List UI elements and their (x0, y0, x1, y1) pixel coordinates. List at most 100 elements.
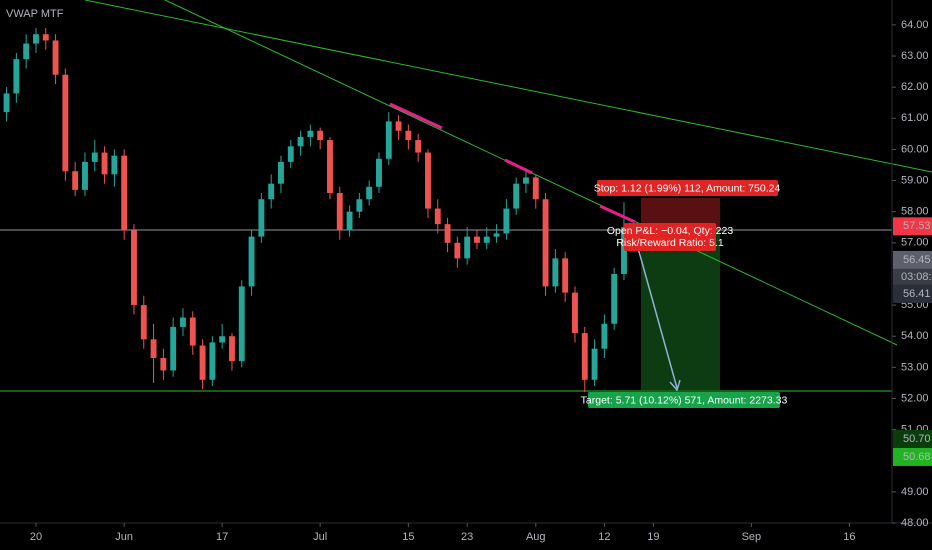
candle-body (278, 161, 284, 184)
highlight-segment (599, 204, 636, 224)
candle-body (258, 199, 265, 237)
y-tick-label: 64.00 (901, 19, 929, 31)
candle-body (572, 292, 578, 334)
drawings (0, 0, 932, 392)
candle-body (513, 183, 520, 209)
price-badge (893, 284, 932, 303)
price-badge-label: 50.70 (903, 433, 931, 445)
target-zone (641, 232, 720, 390)
x-tick-label: 17 (216, 531, 228, 543)
x-tick-label: 15 (402, 531, 414, 543)
candle-body (621, 227, 627, 274)
overlay: Stop: 1.12 (1.99%) 112, Amount: 750.24 O… (6, 8, 787, 408)
candle-body (23, 43, 30, 60)
candle-body (199, 345, 206, 380)
rr-label: Risk/Reward Ratio: 5.1 (616, 237, 724, 249)
candle-body (33, 34, 39, 44)
candle-body (91, 152, 98, 162)
candle-body (131, 230, 137, 306)
y-tick-label: 61.00 (901, 112, 929, 124)
candle-body (503, 208, 510, 234)
price-badge-label: 57.53 (903, 220, 931, 232)
candle-body (581, 333, 588, 380)
candle-body (62, 74, 69, 172)
axes: 64.00 63.00 62.00 61.00 60.00 59.00 58.00 57.00… (30, 19, 932, 543)
x-tick-label: Jul (313, 531, 327, 543)
candle-body (601, 323, 608, 349)
candle-body (189, 317, 196, 346)
x-tick-label: Sep (742, 531, 762, 543)
y-tick-label: 62.00 (901, 81, 929, 93)
target-label-box (588, 392, 780, 408)
y-tick-label: 63.00 (901, 50, 929, 62)
price-badge (893, 217, 932, 236)
candle-body (140, 305, 147, 340)
candle-body (121, 155, 128, 231)
y-tick-label: 52.00 (901, 392, 929, 404)
candle-body (101, 152, 108, 175)
countdown-badge (893, 268, 932, 285)
x-tick-label: 19 (647, 531, 659, 543)
candle-body (483, 236, 490, 243)
y-tick-label: 58.00 (901, 206, 929, 218)
price-badge-label: 50.68 (903, 451, 931, 463)
candles (3, 28, 627, 393)
candle-body (327, 140, 333, 194)
candle-body (160, 358, 167, 371)
stop-label: Stop: 1.12 (1.99%) 112, Amount: 750.24 (594, 182, 781, 194)
candle-body (13, 59, 20, 94)
y-tick-label: 53.00 (901, 361, 929, 373)
candle-body (405, 130, 412, 141)
arrow-head (669, 379, 681, 392)
candle-body (111, 155, 118, 175)
candle-body (523, 177, 529, 184)
candle-body (591, 348, 598, 380)
candle-body (434, 208, 441, 225)
y-tick-label: 59.00 (901, 174, 929, 186)
candle-body (150, 339, 157, 359)
price-badge (893, 429, 932, 448)
x-tick-label: 20 (30, 531, 42, 543)
price-badge (893, 447, 932, 466)
candle-body (454, 242, 461, 259)
pl-label-box (624, 223, 716, 251)
x-tick-label: Aug (526, 531, 546, 543)
highlight-segment (504, 158, 533, 175)
candle-body (180, 317, 186, 327)
x-tick-label: 23 (461, 531, 473, 543)
price-badge-label: 56.45 (903, 254, 931, 266)
y-tick-label: 54.00 (901, 330, 929, 342)
candle-body (415, 140, 422, 153)
candle-body (395, 121, 402, 131)
candle-body (268, 183, 275, 200)
candle-body (317, 130, 324, 141)
candle-body (238, 286, 245, 362)
candle-body (248, 236, 255, 287)
candle-body (287, 146, 294, 162)
candle-body (219, 336, 226, 343)
candle-body (346, 211, 353, 231)
candle-body (444, 224, 451, 243)
candle-body (170, 326, 177, 371)
candle-body (336, 193, 343, 231)
candle-body (562, 258, 569, 293)
candle-body (3, 93, 10, 113)
candle-body (366, 186, 373, 200)
candle-body (297, 136, 304, 147)
countdown: 03:08:2 (901, 271, 932, 283)
candle-body (532, 177, 539, 200)
stop-label-box (597, 180, 778, 196)
y-tick-label: 60.00 (901, 143, 929, 155)
projection-arrow (637, 247, 678, 389)
candle-body (542, 199, 549, 287)
candle-body (474, 236, 480, 243)
candle-body (72, 171, 79, 190)
candle-body (552, 258, 559, 287)
candle-body (611, 273, 618, 324)
target-label: Target: 5.71 (10.12%) 571, Amount: 2273.… (581, 394, 788, 406)
candle-body (385, 121, 392, 159)
candle-body (493, 233, 500, 237)
